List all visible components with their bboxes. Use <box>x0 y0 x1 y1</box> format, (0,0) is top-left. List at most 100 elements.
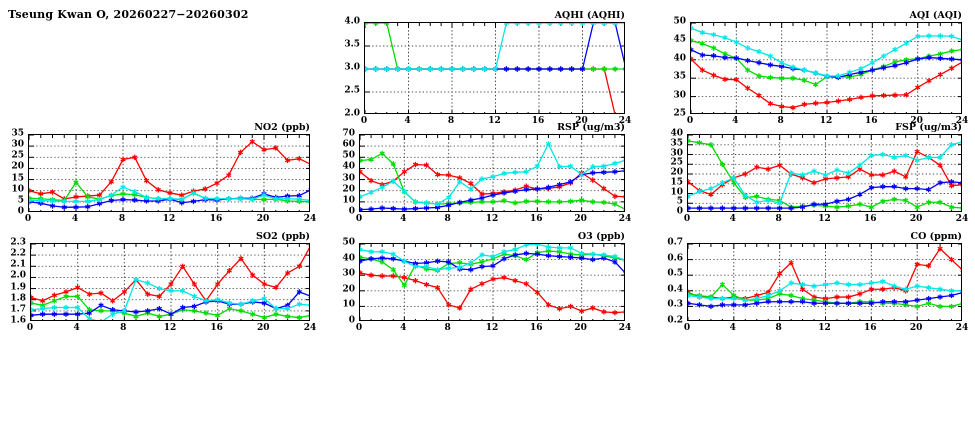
y-tick-label: 30 <box>670 148 683 158</box>
panel-title-aqhi: AQHI (AQHI) <box>554 10 625 21</box>
y-tick-label: 70 <box>342 128 355 139</box>
x-tick-label: 12 <box>162 214 176 224</box>
series-markers-red <box>365 66 616 113</box>
panel-title-fsp: FSP (ug/m3) <box>895 122 962 133</box>
y-tick-label: 2.2 <box>10 248 26 259</box>
y-tick-label: 2.5 <box>344 85 360 96</box>
x-tick-label: 24 <box>955 323 969 333</box>
x-tick-label: 8 <box>444 214 451 224</box>
y-tick-label: 4.0 <box>344 16 360 27</box>
series-markers-blue <box>688 179 961 211</box>
series-markers-red <box>688 245 961 302</box>
y-tick-label: 50 <box>342 237 355 248</box>
plot-area-rsp <box>359 134 625 212</box>
y-tick-label: 40 <box>673 53 686 64</box>
x-tick-label: 16 <box>531 116 545 126</box>
y-tick-label: 40 <box>342 253 355 264</box>
x-tick-label: 20 <box>574 214 587 224</box>
y-tick-label: 15 <box>670 177 683 188</box>
panel-title-o3: O3 (ppb) <box>577 231 625 242</box>
x-tick-label: 4 <box>73 323 80 333</box>
x-tick-label: 20 <box>909 323 923 333</box>
y-tick-label: 50 <box>673 16 686 27</box>
x-tick-label: 0 <box>24 214 32 224</box>
y-tick-label: 1.9 <box>10 282 26 293</box>
series-markers-blue <box>360 168 624 211</box>
x-tick-label: 12 <box>485 214 499 224</box>
y-tick-label: 20 <box>670 167 683 178</box>
x-tick-label: 20 <box>575 116 588 126</box>
panel-so2: SO2 (ppb) 1.6 1.7 1.8 1.9 2.0 2.1 2.2 2.3 0 4 8 12 16… <box>10 231 316 333</box>
x-tick-label: 16 <box>864 214 877 224</box>
series-markers-cyan <box>688 139 961 206</box>
series-markers-blue <box>365 23 624 72</box>
series-markers-cyan <box>688 278 961 303</box>
series-markers-cyan <box>360 141 624 207</box>
y-tick-label: 20 <box>342 184 355 195</box>
y-tick-label: 0 <box>348 315 355 326</box>
y-tick-label: 2.3 <box>10 237 26 248</box>
x-tick-label: 4 <box>71 214 79 224</box>
x-tick-label: 0 <box>686 116 694 126</box>
series-markers-blue <box>688 290 961 310</box>
x-tick-label: 20 <box>256 214 270 224</box>
y-tick-label: 1.7 <box>10 304 26 315</box>
page-title: Tseung Kwan O, 20260227−20260302 <box>8 8 249 21</box>
y-tick-label: 3.0 <box>344 62 360 73</box>
x-tick-label: 12 <box>485 323 499 333</box>
x-tick-label: 16 <box>864 323 877 333</box>
plot-area-o3 <box>359 243 625 321</box>
x-tick-label: 24 <box>618 116 632 126</box>
x-tick-label: 4 <box>729 214 736 224</box>
x-tick-label: 16 <box>209 214 223 224</box>
y-tick-label: 60 <box>342 139 355 150</box>
panel-title-co: CO (ppm) <box>910 231 962 242</box>
x-tick-label: 0 <box>26 323 34 333</box>
series-markers-cyan <box>29 184 309 205</box>
plot-area-co <box>687 243 962 321</box>
series-line-cyan <box>691 27 961 77</box>
x-tick-label: 12 <box>818 214 831 224</box>
x-tick-label: 8 <box>447 116 455 126</box>
y-tick-label: 2.0 <box>10 270 26 281</box>
y-tick-label: 0 <box>348 206 355 217</box>
x-tick-label: 8 <box>444 323 451 333</box>
x-tick-label: 20 <box>910 116 923 126</box>
y-tick-label: 0.4 <box>667 284 683 295</box>
y-tick-label: 40 <box>670 128 683 139</box>
x-tick-label: 0 <box>683 214 691 224</box>
series-markers-cyan <box>365 23 624 72</box>
y-tick-label: 10 <box>342 195 355 206</box>
series-markers-red <box>688 148 961 198</box>
panel-title-rsp: RSP (ug/m3) <box>557 122 625 133</box>
x-tick-label: 4 <box>732 116 739 126</box>
x-tick-label: 0 <box>355 323 363 333</box>
y-tick-label: 2.0 <box>344 108 360 119</box>
y-tick-label: 10 <box>670 187 683 197</box>
x-tick-label: 24 <box>618 214 632 224</box>
y-tick-label: 35 <box>673 71 686 82</box>
x-tick-label: 0 <box>683 323 691 333</box>
x-tick-label: 8 <box>775 214 782 224</box>
x-tick-label: 20 <box>257 323 270 333</box>
panel-title-so2: SO2 (ppb) <box>256 231 310 242</box>
y-tick-label: 30 <box>673 90 686 101</box>
x-tick-label: 0 <box>360 116 368 126</box>
x-tick-label: 12 <box>818 323 831 333</box>
y-tick-label: 25 <box>673 108 686 119</box>
y-tick-label: 0.6 <box>667 253 683 264</box>
y-tick-label: 35 <box>670 138 683 149</box>
series-markers-red <box>360 270 624 316</box>
x-tick-label: 4 <box>400 323 407 333</box>
series-markers-green <box>365 23 624 72</box>
y-tick-label: 30 <box>342 173 355 184</box>
y-tick-label: 3.5 <box>344 39 360 50</box>
plot-area-fsp <box>687 134 962 212</box>
y-tick-label: 0.2 <box>667 315 683 326</box>
y-tick-label: 25 <box>670 157 683 168</box>
x-tick-label: 4 <box>404 116 411 126</box>
y-tick-label: 20 <box>342 284 355 295</box>
x-tick-label: 24 <box>303 323 317 333</box>
y-tick-label: 50 <box>342 150 355 161</box>
plot-area-aqhi <box>364 22 625 114</box>
